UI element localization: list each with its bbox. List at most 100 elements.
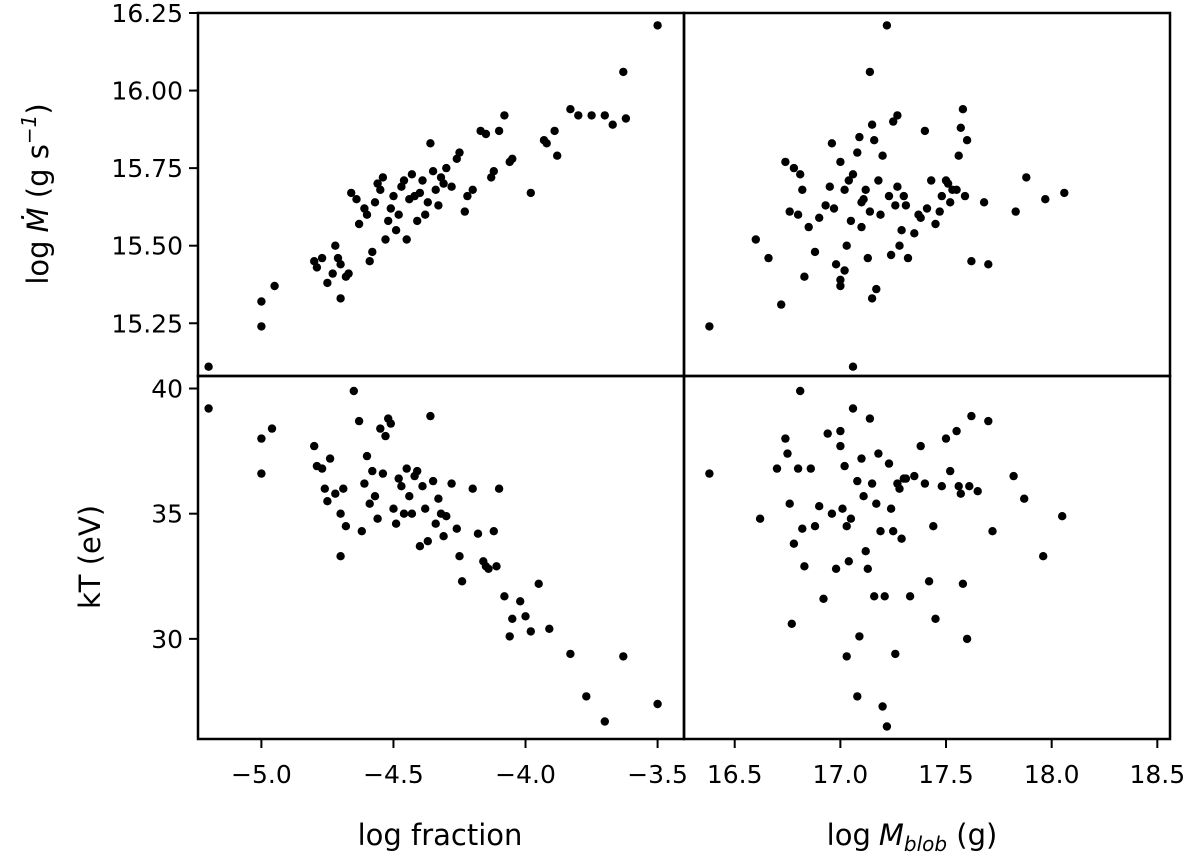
scatter-point [352,195,361,204]
scatter-point [376,424,385,433]
scatter-point [897,226,906,235]
scatter-point [325,454,335,463]
scatter-point [781,434,790,443]
scatter-point [979,198,989,207]
scatter-point [910,471,919,481]
panel-top-right [705,21,1069,371]
scatter-point [931,219,940,229]
scatter-point [553,151,562,160]
scatter-point [336,552,345,561]
scatter-point [859,492,868,501]
scatter-point [815,213,824,222]
scatter-point [916,213,925,222]
scatter-point [901,474,911,483]
scatter-point [789,163,799,173]
scatter-point [842,652,851,661]
scatter-point [328,269,337,278]
scatter-point [967,257,976,266]
scatter-point [958,105,968,114]
scatter-point [897,534,906,543]
scatter-point [920,126,930,136]
scatter-point [481,129,491,139]
scatter-point [545,624,554,633]
scatter-point [751,235,760,244]
scatter-point [421,504,430,513]
scatter-point [257,469,266,478]
x-tick-label: −3.5 [627,760,688,789]
scatter-point [402,464,411,473]
scatter-point [884,191,894,201]
scatter-point [910,229,919,238]
scatter-point [889,117,898,126]
scatter-point [431,185,440,194]
y-tick-label: 40 [151,375,183,404]
scatter-point [836,275,845,284]
scatter-point [876,527,885,536]
scatter-point [354,219,364,229]
scatter-point [455,148,464,157]
scatter-point [874,176,883,185]
scatter-point [941,434,951,443]
scatter-point [855,632,864,641]
scatter-point [1060,188,1069,198]
scatter-point [468,484,477,493]
scatter-point [789,539,799,548]
scatter-point [608,120,617,129]
scatter-point [391,226,401,235]
y-axis-label-top-symbol: Ṁ [21,207,55,232]
x-axis-label-right-unit: (g) [947,818,997,852]
scatter-point [1039,552,1048,561]
scatter-point [378,469,388,478]
scatter-point [872,284,881,294]
panel-frame-bottom-right [682,374,1172,741]
scatter-point [415,542,425,551]
scatter-point [331,241,340,250]
scatter-point [376,185,385,194]
panel-top-left [204,21,662,371]
scatter-point [489,167,498,176]
scatter-point [426,139,435,148]
scatter-point [796,386,805,396]
y-axis-label-top-exponent: −1 [17,115,41,144]
scatter-point [861,547,870,556]
scatter-point [494,126,504,136]
scatter-point [428,476,438,486]
scatter-point [341,522,351,531]
scatter-point [836,281,845,291]
scatter-point [967,411,976,421]
scatter-point [876,210,885,219]
scatter-point [405,492,414,501]
scatter-point [442,163,451,173]
scatter-point [863,253,872,263]
scatter-point [853,148,862,157]
scatter-point [399,176,409,185]
scatter-point [582,692,591,701]
scatter-point [354,416,364,426]
scatter-point [798,524,807,533]
scatter-point [516,597,525,606]
scatter-point [886,504,896,513]
scatter-point [357,527,366,536]
scatter-point [204,362,213,371]
scatter-point [373,514,382,523]
scatter-point [317,253,327,263]
scatter-point [1009,471,1018,481]
scatter-point [500,111,509,120]
scatter-point [827,509,837,518]
scatter-point [423,537,432,546]
scatter-point [526,627,535,636]
scatter-point [781,157,790,167]
scatter-point [798,185,807,194]
scatter-point [368,466,377,476]
scatter-point [984,260,993,269]
scatter-point [386,419,395,428]
scatter-point [421,210,430,219]
scatter-point [836,426,845,436]
scatter-point [447,182,456,191]
scatter-point [336,509,345,518]
scatter-point [442,512,451,521]
scatter-point [1058,512,1067,521]
scatter-point [521,612,530,621]
scatter-point [653,699,662,709]
scatter-point [320,484,329,493]
